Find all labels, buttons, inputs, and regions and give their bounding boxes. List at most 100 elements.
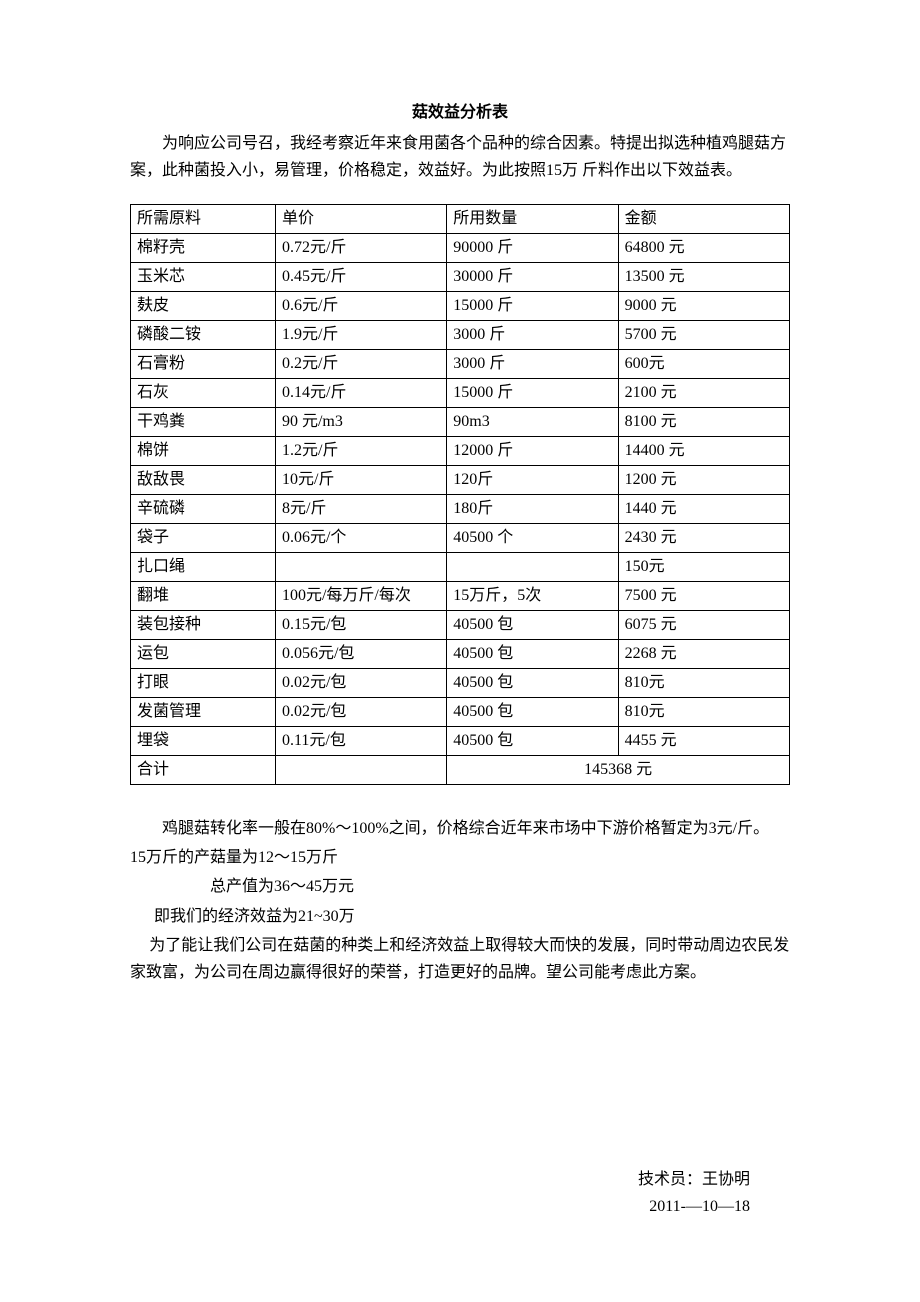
table-cell: 100元/每万斤/每次 <box>275 581 446 610</box>
table-row: 棉籽壳0.72元/斤90000 斤64800 元 <box>131 233 790 262</box>
table-row: 辛硫磷8元/斤180斤1440 元 <box>131 494 790 523</box>
table-cell: 0.06元/个 <box>275 523 446 552</box>
table-cell: 12000 斤 <box>447 436 618 465</box>
table-row: 石灰0.14元/斤15000 斤2100 元 <box>131 378 790 407</box>
signature-date: 2011-—10—18 <box>130 1193 750 1220</box>
table-cell: 5700 元 <box>618 320 789 349</box>
signature-author: 技术员：王协明 <box>130 1166 750 1193</box>
table-cell: 石灰 <box>131 378 276 407</box>
document-title: 菇效益分析表 <box>130 100 790 126</box>
table-cell: 600元 <box>618 349 789 378</box>
header-amount: 金额 <box>618 204 789 233</box>
table-cell: 0.15元/包 <box>275 610 446 639</box>
table-cell: 40500 包 <box>447 610 618 639</box>
table-cell: 40500 包 <box>447 726 618 755</box>
table-cell: 1200 元 <box>618 465 789 494</box>
table-cell: 辛硫磷 <box>131 494 276 523</box>
table-cell: 8元/斤 <box>275 494 446 523</box>
table-cell: 0.02元/包 <box>275 668 446 697</box>
table-cell: 8100 元 <box>618 407 789 436</box>
table-cell: 1.2元/斤 <box>275 436 446 465</box>
table-cell <box>447 552 618 581</box>
table-cell: 14400 元 <box>618 436 789 465</box>
header-material: 所需原料 <box>131 204 276 233</box>
table-cell: 翻堆 <box>131 581 276 610</box>
table-cell: 15万斤，5次 <box>447 581 618 610</box>
table-cell: 3000 斤 <box>447 320 618 349</box>
body-paragraph-3: 总产值为36〜45万元 <box>130 873 790 900</box>
table-row: 袋子0.06元/个40500 个2430 元 <box>131 523 790 552</box>
table-cell: 90m3 <box>447 407 618 436</box>
header-quantity: 所用数量 <box>447 204 618 233</box>
table-cell: 64800 元 <box>618 233 789 262</box>
closing-paragraph: 为了能让我们公司在菇菌的种类上和经济效益上取得较大而快的发展，同时带动周边农民发… <box>130 932 790 986</box>
cost-analysis-table: 所需原料 单价 所用数量 金额 棉籽壳0.72元/斤90000 斤64800 元… <box>130 204 790 785</box>
table-cell: 15000 斤 <box>447 378 618 407</box>
signature-block: 技术员：王协明 2011-—10—18 <box>130 1166 790 1220</box>
table-header-row: 所需原料 单价 所用数量 金额 <box>131 204 790 233</box>
table-cell: 装包接种 <box>131 610 276 639</box>
table-cell: 0.72元/斤 <box>275 233 446 262</box>
table-cell: 1440 元 <box>618 494 789 523</box>
table-cell <box>275 755 446 784</box>
table-cell: 扎口绳 <box>131 552 276 581</box>
table-cell: 90 元/m3 <box>275 407 446 436</box>
table-cell: 干鸡粪 <box>131 407 276 436</box>
body-paragraph-1: 鸡腿菇转化率一般在80%〜100%之间，价格综合近年来市场中下游价格暂定为3元/… <box>130 815 790 842</box>
table-cell: 袋子 <box>131 523 276 552</box>
table-row: 敌敌畏10元/斤120斤1200 元 <box>131 465 790 494</box>
table-cell: 运包 <box>131 639 276 668</box>
table-cell: 30000 斤 <box>447 262 618 291</box>
table-cell: 180斤 <box>447 494 618 523</box>
table-cell: 13500 元 <box>618 262 789 291</box>
table-cell: 2268 元 <box>618 639 789 668</box>
table-cell: 0.45元/斤 <box>275 262 446 291</box>
table-cell <box>275 552 446 581</box>
table-cell: 发菌管理 <box>131 697 276 726</box>
table-row: 发菌管理0.02元/包40500 包810元 <box>131 697 790 726</box>
table-cell: 0.2元/斤 <box>275 349 446 378</box>
table-row: 干鸡粪90 元/m390m38100 元 <box>131 407 790 436</box>
table-row: 石膏粉0.2元/斤3000 斤600元 <box>131 349 790 378</box>
table-row: 麸皮0.6元/斤15000 斤9000 元 <box>131 291 790 320</box>
table-cell: 7500 元 <box>618 581 789 610</box>
table-cell: 敌敌畏 <box>131 465 276 494</box>
table-cell: 10元/斤 <box>275 465 446 494</box>
table-cell: 棉籽壳 <box>131 233 276 262</box>
table-cell: 0.14元/斤 <box>275 378 446 407</box>
table-cell: 2430 元 <box>618 523 789 552</box>
table-row: 玉米芯0.45元/斤30000 斤13500 元 <box>131 262 790 291</box>
table-cell: 6075 元 <box>618 610 789 639</box>
total-label: 合计 <box>131 755 276 784</box>
table-cell: 40500 包 <box>447 697 618 726</box>
table-cell: 麸皮 <box>131 291 276 320</box>
table-row: 磷酸二铵1.9元/斤3000 斤5700 元 <box>131 320 790 349</box>
table-cell: 0.11元/包 <box>275 726 446 755</box>
table-row: 棉饼1.2元/斤12000 斤14400 元 <box>131 436 790 465</box>
table-cell: 9000 元 <box>618 291 789 320</box>
table-cell: 埋袋 <box>131 726 276 755</box>
table-cell: 打眼 <box>131 668 276 697</box>
table-cell: 玉米芯 <box>131 262 276 291</box>
intro-paragraph: 为响应公司号召，我经考察近年来食用菌各个品种的综合因素。特提出拟选种植鸡腿菇方案… <box>130 130 790 184</box>
table-cell: 磷酸二铵 <box>131 320 276 349</box>
table-cell: 40500 个 <box>447 523 618 552</box>
table-row: 扎口绳 150元 <box>131 552 790 581</box>
table-cell: 石膏粉 <box>131 349 276 378</box>
table-cell: 棉饼 <box>131 436 276 465</box>
table-row: 翻堆100元/每万斤/每次15万斤，5次7500 元 <box>131 581 790 610</box>
table-cell: 2100 元 <box>618 378 789 407</box>
table-cell: 40500 包 <box>447 639 618 668</box>
table-cell: 3000 斤 <box>447 349 618 378</box>
table-cell: 120斤 <box>447 465 618 494</box>
table-row: 埋袋0.11元/包40500 包4455 元 <box>131 726 790 755</box>
table-cell: 150元 <box>618 552 789 581</box>
table-cell: 15000 斤 <box>447 291 618 320</box>
table-cell: 810元 <box>618 697 789 726</box>
total-amount: 145368 元 <box>447 755 790 784</box>
table-row: 打眼0.02元/包40500 包810元 <box>131 668 790 697</box>
table-cell: 4455 元 <box>618 726 789 755</box>
table-row: 装包接种0.15元/包40500 包6075 元 <box>131 610 790 639</box>
table-cell: 0.02元/包 <box>275 697 446 726</box>
table-cell: 90000 斤 <box>447 233 618 262</box>
